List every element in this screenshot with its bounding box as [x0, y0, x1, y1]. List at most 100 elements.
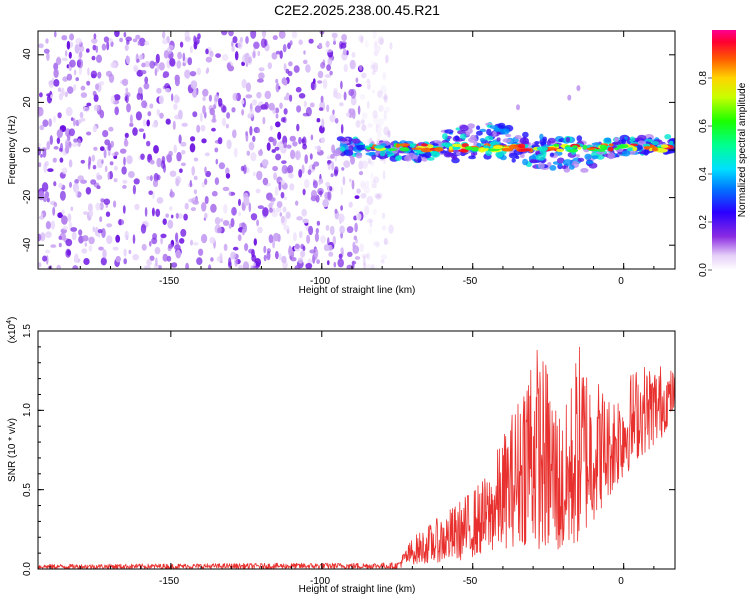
spectrogram-signal-blob	[455, 127, 461, 131]
spectrogram-noise-blob	[386, 130, 391, 138]
spectrogram-signal-blob	[404, 155, 412, 162]
spectrogram-noise-blob	[40, 232, 46, 242]
spectrogram-signal-core	[643, 146, 651, 150]
spectrogram-signal-core	[452, 143, 462, 148]
spectrogram-noise-blob	[381, 212, 386, 219]
spectrogram-noise-blob	[223, 243, 228, 251]
spectrogram-noise-blob	[72, 265, 79, 269]
spectrogram-signal-core	[508, 144, 519, 149]
spectrogram-noise-blob	[57, 87, 62, 93]
spectrogram-noise-blob	[366, 78, 371, 84]
spectrogram-noise-blob	[310, 189, 318, 199]
spectrogram-noise-blob	[359, 243, 365, 253]
spectrogram-noise-blob	[132, 184, 136, 195]
spectrogram-noise-blob	[242, 53, 249, 64]
snr-y-tick-4: 1.5	[22, 324, 33, 338]
spectrogram-signal-blob	[486, 128, 492, 136]
spectrogram-noise-blob	[190, 136, 196, 142]
spectrogram-signal-core	[626, 147, 635, 152]
spectrogram-noise-blob	[156, 87, 162, 94]
spectrogram-noise-blob	[383, 93, 388, 103]
spectrogram-noise-blob	[165, 118, 171, 125]
spectrogram-noise-blob	[160, 233, 167, 239]
spectrogram-noise-blob	[346, 226, 354, 234]
spectrogram-noise-blob	[100, 257, 107, 266]
spectrogram-y-tick-4: 20	[22, 96, 33, 108]
spectrogram-noise-blob	[155, 257, 158, 267]
spectrogram-noise-blob	[136, 58, 140, 63]
spectrogram-noise-blob	[372, 31, 377, 40]
snr-y-label: SNR (10 * v/v)	[7, 418, 18, 482]
spectrogram-noise-blob	[256, 91, 262, 99]
spectrogram-noise-blob	[255, 188, 261, 194]
spectrogram-noise-blob	[181, 122, 188, 127]
spectrogram-noise-blob	[283, 79, 288, 86]
spectrogram-noise-blob	[366, 263, 372, 269]
spectrogram-noise-blob	[346, 112, 350, 117]
spectrogram-signal-blob	[547, 162, 552, 167]
spectrogram-noise-blob	[175, 212, 179, 219]
spectrogram-noise-blob	[366, 252, 371, 260]
spectrogram-noise-blob	[77, 119, 82, 124]
spectrogram-signal-blob	[460, 133, 467, 140]
spectrogram-noise-blob	[389, 42, 393, 50]
spectrogram-signal-blob	[466, 131, 471, 137]
spectrogram-noise-blob	[321, 118, 325, 128]
spectrogram-noise-blob	[364, 205, 370, 216]
spectrogram-noise-blob	[274, 146, 280, 151]
spectrogram-noise-blob	[125, 55, 131, 65]
spectrogram-noise-blob	[329, 186, 333, 192]
spectrogram-noise-blob	[78, 45, 85, 52]
spectrogram-noise-blob	[275, 251, 279, 260]
spectrogram-noise-blob	[275, 121, 281, 128]
spectrogram-noise-blob	[268, 102, 275, 111]
spectrogram-noise-blob	[298, 39, 303, 45]
spectrogram-x-tick-2: -100	[310, 276, 330, 287]
spectrogram-noise-blob	[70, 206, 74, 211]
spectrogram-noise-blob	[165, 213, 169, 218]
spectrogram-noise-blob	[315, 227, 319, 234]
spectrogram-noise-blob	[58, 182, 63, 189]
spectrogram-signal-blob	[542, 136, 547, 142]
spectrogram-noise-blob	[211, 190, 218, 197]
spectrogram-noise-blob	[74, 253, 79, 263]
spectrogram-noise-blob	[313, 78, 316, 84]
snr-series-line	[38, 346, 675, 569]
spectrogram-noise-blob	[69, 181, 72, 188]
spectrogram-noise-blob	[73, 69, 77, 76]
spectrogram-noise-blob	[233, 147, 238, 158]
spectrogram-noise-blob	[357, 105, 361, 115]
spectrogram-noise-blob	[70, 117, 74, 121]
spectrogram-noise-blob	[108, 126, 114, 132]
spectrogram-noise-blob	[288, 246, 293, 256]
spectrogram-noise-blob	[91, 154, 96, 162]
spectrogram-signal-core	[553, 143, 560, 147]
spectrogram-noise-blob	[256, 170, 263, 181]
spectrogram-noise-blob	[257, 128, 260, 133]
spectrogram-noise-blob	[44, 191, 50, 199]
spectrogram-noise-blob	[271, 149, 276, 153]
spectrogram-signal-core	[420, 147, 432, 153]
spectrogram-noise-blob	[287, 164, 294, 174]
spectrogram-noise-blob	[74, 44, 80, 54]
spectrogram-y-tick-3: 0	[22, 147, 33, 153]
spectrogram-noise-blob	[317, 145, 322, 153]
spectrogram-noise-blob	[113, 165, 118, 171]
spectrogram-x-label: Height of straight line (km)	[299, 285, 416, 296]
spectrogram-signal-blob	[444, 129, 454, 134]
spectrogram-noise-blob	[126, 103, 131, 113]
spectrogram-noise-blob	[257, 205, 264, 210]
snr-multiplier-exp: 4	[6, 320, 13, 324]
spectrogram-noise-blob	[290, 149, 296, 160]
spectrogram-noise-blob	[289, 94, 293, 102]
spectrogram-noise-blob	[298, 93, 306, 99]
spectrogram-noise-blob	[361, 253, 368, 259]
colorbar-label: Normalized spectral amplitude	[737, 82, 748, 217]
spectrogram-noise-blob	[204, 166, 207, 174]
spectrogram-noise-blob	[53, 62, 59, 71]
spectrogram-noise-blob	[343, 91, 347, 101]
spectrogram-noise-blob	[370, 60, 375, 68]
spectrogram-noise-blob	[275, 78, 279, 84]
spectrogram-noise-blob	[361, 71, 366, 80]
spectrogram-noise-blob	[166, 154, 172, 163]
